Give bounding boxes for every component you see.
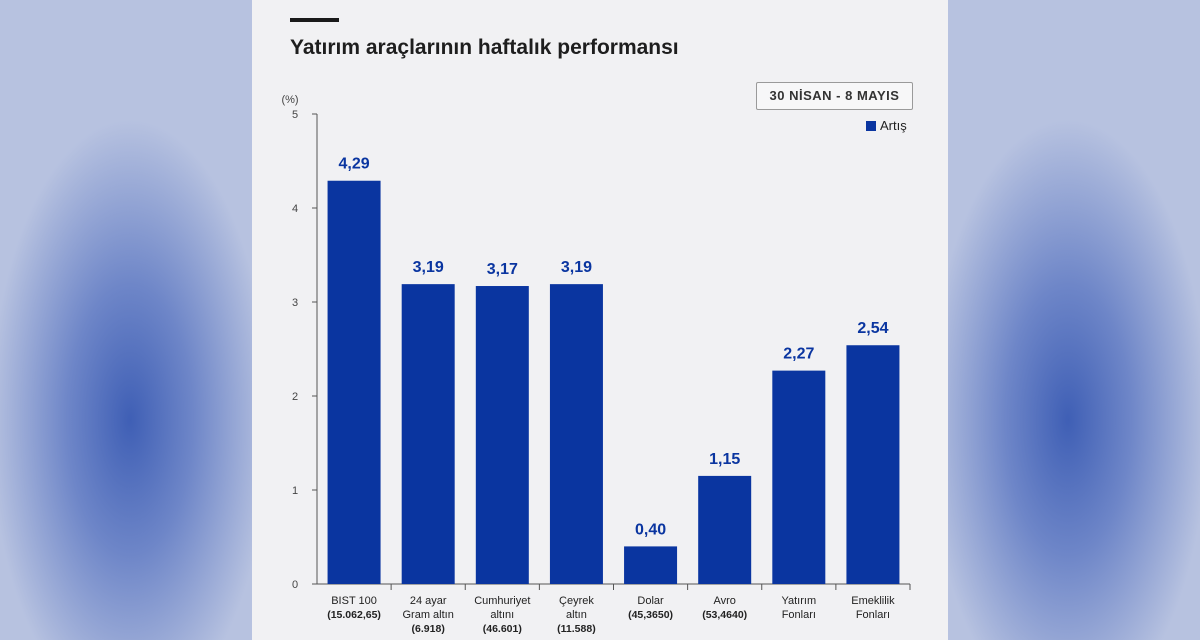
legend-swatch [866, 120, 876, 131]
category-label: Yatırım [781, 595, 816, 607]
bar-value-label: 1,15 [709, 451, 740, 468]
bar-value-label: 2,54 [857, 320, 888, 337]
category-label: Emeklilik [851, 595, 895, 607]
category-sublabel: (6.918) [412, 623, 445, 635]
category-label: Gram altın [403, 609, 454, 621]
category-label: Cumhuriyet [474, 595, 530, 607]
category-label: Fonları [782, 609, 816, 621]
bar-chart: (%) 0 1 2 3 4 5 4,29 BIST 100 (15.062,65) 3,19 24 a… [281, 94, 911, 635]
bar [549, 284, 603, 584]
bar-value-label: 3,19 [561, 259, 592, 276]
bar [475, 286, 529, 584]
bar-value-label: 3,17 [487, 261, 518, 278]
bar-value-label: 0,40 [635, 521, 666, 538]
bar [698, 475, 752, 584]
chart-card: Yatırım araçlarının haftalık performansı… [252, 0, 948, 640]
title-accent-bar [290, 18, 339, 22]
chart-title: Yatırım araçlarının haftalık performansı [290, 36, 679, 59]
category-sublabel: (15.062,65) [327, 609, 381, 621]
category-label: Dolar [637, 595, 664, 607]
category-label: BIST 100 [331, 595, 377, 607]
bar [401, 284, 455, 584]
category-label: altın [566, 609, 587, 621]
background-left [0, 0, 252, 640]
bar [846, 345, 900, 584]
bar [327, 180, 381, 585]
legend: Artış [866, 118, 907, 133]
category-label: altını [490, 609, 514, 621]
category-label: 24 ayar [410, 595, 447, 607]
bar [772, 370, 826, 584]
category-sublabel: (53,4640) [702, 609, 747, 621]
y-tick-label: 1 [292, 485, 298, 497]
bar [624, 546, 678, 584]
category-label: Fonları [856, 609, 890, 621]
category-sublabel: (45,3650) [628, 609, 673, 621]
y-axis-unit-label: (%) [281, 94, 298, 106]
y-tick-label: 3 [292, 297, 298, 309]
category-sublabel: (46.601) [483, 623, 522, 635]
bar-value-label: 4,29 [338, 156, 369, 173]
bar-value-label: 3,19 [413, 259, 444, 276]
y-tick-label: 4 [292, 203, 298, 215]
background-right [948, 0, 1200, 640]
y-tick-label: 5 [292, 109, 298, 121]
category-label: Çeyrek [559, 595, 594, 607]
category-sublabel: (11.588) [557, 623, 596, 635]
category-label: Avro [713, 595, 735, 607]
y-tick-label: 0 [292, 579, 298, 591]
bar-value-label: 2,27 [783, 346, 814, 363]
date-range-badge: 30 NİSAN - 8 MAYIS [756, 82, 913, 110]
legend-label: Artış [880, 118, 907, 133]
y-tick-label: 2 [292, 391, 298, 403]
